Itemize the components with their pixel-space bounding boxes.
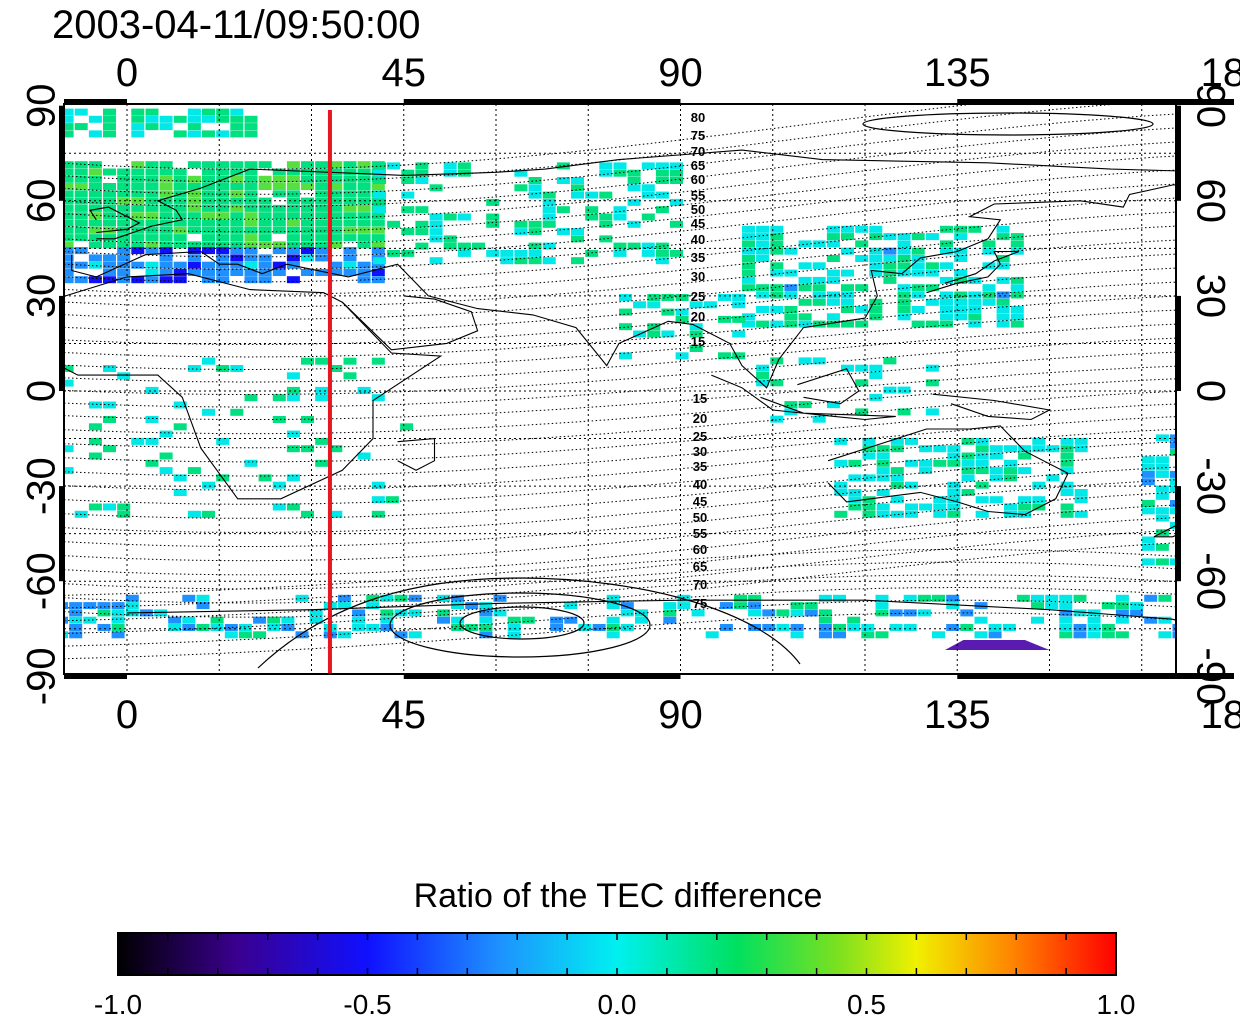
right-lat-tick-label: 90 — [1188, 83, 1232, 128]
tec-ratio-cells — [64, 108, 1176, 650]
colorbar-tick-label: -1.0 — [94, 989, 142, 1020]
colorbar-tick-label: 1.0 — [1097, 989, 1136, 1020]
left-lat-tick-label: -30 — [20, 457, 64, 515]
left-lat-tick-label: 90 — [20, 83, 64, 128]
contour-label: 35 — [693, 459, 707, 474]
magnetic-latitude-contours — [64, 104, 1176, 660]
right-lat-tick-label: 60 — [1188, 179, 1232, 224]
left-lat-tick-label: 0 — [20, 380, 64, 402]
right-lat-tick-label: 30 — [1188, 274, 1232, 319]
right-lat-tick-label: -30 — [1188, 457, 1232, 515]
contour-label: 50 — [691, 202, 705, 217]
top-lon-tick-label: 135 — [924, 51, 991, 95]
contour-label: 30 — [691, 269, 705, 284]
coastlines — [64, 149, 1176, 621]
contour-label: 15 — [693, 391, 707, 406]
bottom-lon-tick-label: 135 — [924, 693, 991, 737]
colorbar-title: Ratio of the TEC difference — [414, 877, 823, 915]
top-lon-tick-label: 90 — [658, 51, 703, 95]
right-lat-tick-label: -60 — [1188, 552, 1232, 610]
contour-label: 45 — [693, 494, 707, 509]
contour-label: 35 — [691, 250, 705, 265]
colorbar-ticks — [117, 933, 1117, 975]
left-latitude-axis: 90 60 30 0 -30 -60 -90 — [20, 83, 64, 705]
contour-label: 70 — [693, 577, 707, 592]
contour-label: 70 — [691, 144, 705, 159]
colorbar-tick-label: -0.5 — [343, 989, 391, 1020]
right-lat-tick-label: -90 — [1188, 647, 1232, 705]
left-lat-tick-label: -90 — [20, 647, 64, 705]
top-lon-tick-label: 180 — [1201, 51, 1240, 95]
left-lat-tick-label: 60 — [20, 179, 64, 224]
contour-label: 45 — [691, 216, 705, 231]
left-lat-tick-label: -60 — [20, 552, 64, 610]
top-lon-tick-label: 45 — [382, 51, 427, 95]
contour-label: 75 — [693, 596, 707, 611]
contour-label: 20 — [691, 309, 705, 324]
contour-label: 50 — [693, 510, 707, 525]
bottom-lon-tick-label: 90 — [658, 693, 703, 737]
right-lat-tick-label: 0 — [1188, 380, 1232, 402]
colorbar-tick-label: 0.0 — [598, 989, 637, 1020]
contour-label: 65 — [693, 559, 707, 574]
contour-label: 25 — [691, 289, 705, 304]
lat-lon-grid — [64, 104, 1176, 674]
contour-label: 80 — [691, 110, 705, 125]
top-lon-tick-label: 0 — [116, 51, 138, 95]
map-frame — [59, 99, 1234, 679]
contour-label: 75 — [691, 128, 705, 143]
contour-label: 20 — [693, 411, 707, 426]
contour-label: 40 — [691, 232, 705, 247]
bottom-lon-tick-label: 180 — [1201, 693, 1240, 737]
contour-label: 15 — [691, 334, 705, 349]
contour-label: 40 — [693, 477, 707, 492]
contour-labels: 8075706560555045403530252015152025303540… — [691, 110, 707, 611]
contour-label: 25 — [693, 429, 707, 444]
world-map: 8075706560555045403530252015152025303540… — [59, 99, 1234, 679]
contour-label: 60 — [693, 542, 707, 557]
contour-label: 55 — [693, 526, 707, 541]
colorbar-tick-label: 0.5 — [847, 989, 886, 1020]
contour-label: 55 — [691, 188, 705, 203]
colorbar-tick-labels: -1.0 -0.5 0.0 0.5 1.0 — [94, 989, 1136, 1020]
bottom-lon-tick-label: 0 — [116, 693, 138, 737]
right-latitude-axis: 90 60 30 0 -30 -60 -90 — [1188, 83, 1232, 705]
figure-title: 2003-04-11/09:50:00 — [52, 3, 420, 47]
bottom-lon-tick-label: 45 — [382, 693, 427, 737]
contour-label: 60 — [691, 172, 705, 187]
contour-label: 30 — [693, 444, 707, 459]
contour-label: 65 — [691, 158, 705, 173]
left-lat-tick-label: 30 — [20, 274, 64, 319]
